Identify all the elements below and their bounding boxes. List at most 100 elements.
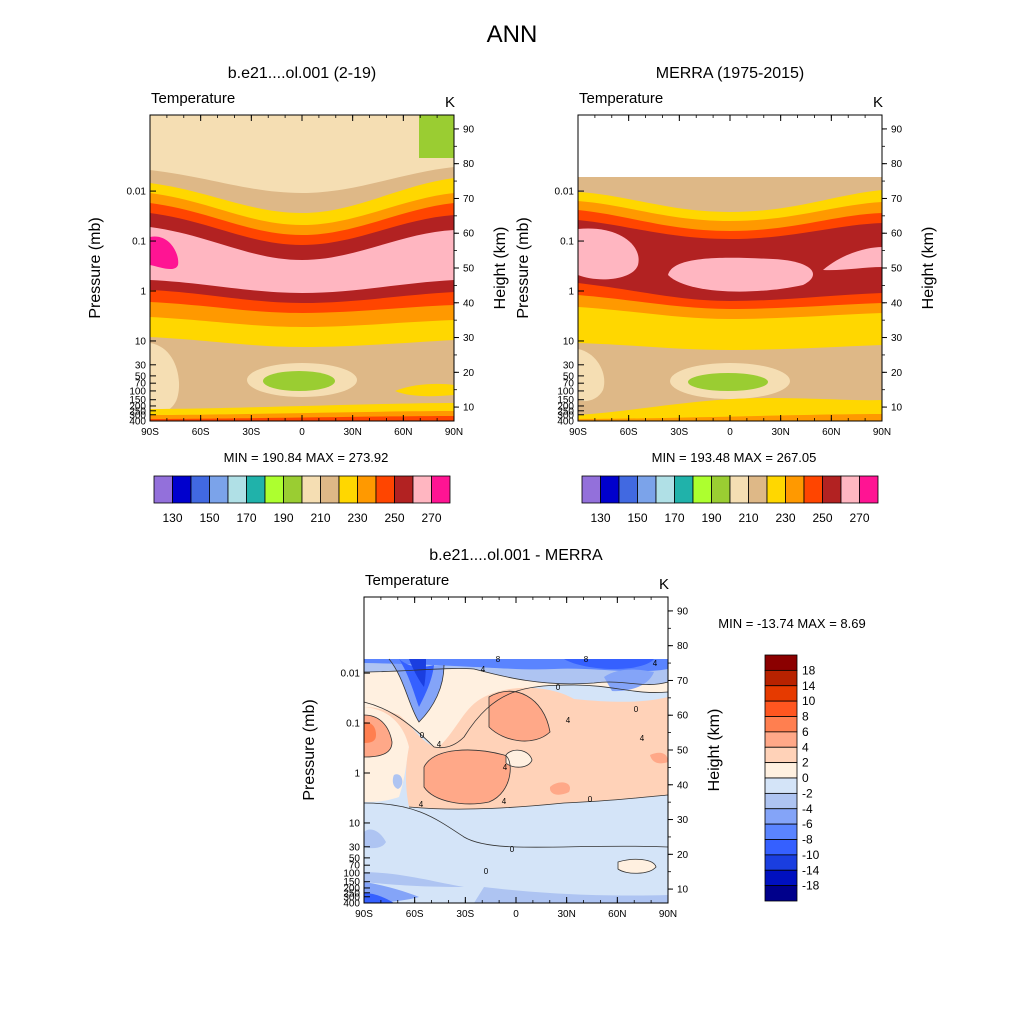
colorbar-swatch bbox=[264, 475, 284, 504]
y-tick-label: 1 bbox=[140, 287, 146, 298]
panel-title: MERRA (1975-2015) bbox=[656, 65, 805, 82]
height-tick-label: 80 bbox=[891, 159, 903, 170]
height-tick-label: 40 bbox=[463, 298, 475, 309]
colorbar-swatch bbox=[618, 475, 638, 504]
y-tick-label: 10 bbox=[135, 336, 147, 347]
colorbar-label: 130 bbox=[162, 511, 182, 525]
y-axis-height: 90 80 70 60 50 40 30 20 10 bbox=[454, 124, 475, 414]
units-label: K bbox=[873, 94, 883, 111]
y-axis-label: Pressure (mb) bbox=[301, 699, 318, 800]
height-tick-label: 20 bbox=[463, 368, 475, 379]
height-tick-label: 40 bbox=[891, 298, 903, 309]
y-tick-label: 30 bbox=[135, 360, 147, 371]
min-max-stats: MIN = 193.48 MAX = 267.05 bbox=[652, 450, 817, 465]
y-tick-label: 150 bbox=[343, 877, 360, 888]
height-tick-label: 20 bbox=[891, 368, 903, 379]
height-tick-label: 20 bbox=[677, 850, 689, 861]
y-tick-label: 0.1 bbox=[132, 237, 146, 248]
x-tick-label: 60S bbox=[406, 909, 424, 920]
height-tick-label: 80 bbox=[677, 641, 689, 652]
panel-diff: b.e21....ol.001 - MERRA Temperature K bbox=[301, 547, 866, 920]
colorbar-swatch bbox=[600, 475, 620, 504]
contour-label: 0 bbox=[588, 795, 593, 804]
y-tick-label: 200 bbox=[129, 401, 146, 412]
colorbar-swatch bbox=[764, 854, 798, 871]
height-tick-label: 70 bbox=[463, 194, 475, 205]
y-tick-label: 100 bbox=[343, 868, 360, 879]
variable-label: Temperature bbox=[365, 572, 449, 589]
y-axis-label: Pressure (mb) bbox=[87, 217, 104, 318]
contour-label: 4 bbox=[419, 800, 424, 809]
x-tick-label: 90N bbox=[659, 909, 677, 920]
colorbar-label: -6 bbox=[802, 817, 813, 831]
y-tick-label: 250 bbox=[557, 406, 574, 417]
colorbar-label: -14 bbox=[802, 863, 820, 877]
height-tick-label: 30 bbox=[463, 333, 475, 344]
colorbar-swatch bbox=[655, 475, 675, 504]
colorbar-label: 0 bbox=[802, 771, 809, 785]
y-tick-label: 250 bbox=[343, 888, 360, 899]
height-tick-label: 90 bbox=[677, 606, 689, 617]
y-axis-height: 90 80 70 60 50 40 30 20 10 bbox=[668, 606, 689, 896]
missing-data-region bbox=[364, 597, 668, 653]
x-tick-label: 60N bbox=[822, 427, 840, 438]
colorbar-swatch bbox=[859, 475, 879, 504]
x-axis: 90S 60S 30S 0 30N 60N 90N bbox=[141, 115, 463, 438]
colorbar-label: 170 bbox=[236, 511, 256, 525]
contour-label: 4 bbox=[566, 716, 571, 725]
colorbar-label: -2 bbox=[802, 786, 813, 800]
colorbar-label: 6 bbox=[802, 725, 809, 739]
colorbar-label: 270 bbox=[849, 511, 869, 525]
y-tick-label: 10 bbox=[349, 818, 361, 829]
y-tick-label: 1 bbox=[568, 287, 574, 298]
y-tick-label: 150 bbox=[557, 395, 574, 406]
colorbar-label: 130 bbox=[590, 511, 610, 525]
height-tick-label: 30 bbox=[677, 815, 689, 826]
x-tick-label: 90N bbox=[445, 427, 463, 438]
colorbar-swatch bbox=[412, 475, 432, 504]
x-tick-label: 0 bbox=[299, 427, 305, 438]
height-tick-label: 10 bbox=[677, 885, 689, 896]
colorbar-swatch bbox=[764, 731, 798, 748]
y-axis-label: Pressure (mb) bbox=[515, 217, 532, 318]
colorbar-swatch bbox=[764, 700, 798, 717]
y-tick-label: 70 bbox=[135, 379, 147, 390]
main-title: ANN bbox=[487, 21, 538, 48]
colorbar-swatch bbox=[764, 716, 798, 733]
x-tick-label: 90S bbox=[355, 909, 373, 920]
y-tick-label: 150 bbox=[129, 395, 146, 406]
y-tick-label: 0.1 bbox=[346, 719, 360, 730]
height-tick-label: 50 bbox=[891, 264, 903, 275]
contour-label: 4 bbox=[653, 659, 658, 668]
colorbar-swatch bbox=[764, 839, 798, 856]
contour-labels: 8 8 4 4 0 0 4 0 4 4 4 4 4 0 0 0 bbox=[419, 655, 658, 876]
colorbar-swatch bbox=[764, 669, 798, 687]
height-tick-label: 40 bbox=[677, 780, 689, 791]
heatmap-field bbox=[150, 115, 454, 421]
colorbar-swatch bbox=[766, 475, 786, 504]
colorbar-label: -4 bbox=[802, 802, 813, 816]
height-tick-label: 70 bbox=[677, 676, 689, 687]
y-axis-right-label: Height (km) bbox=[920, 227, 937, 310]
y-axis-height: 90 80 70 60 50 40 30 20 10 bbox=[882, 124, 903, 414]
y-tick-label: 30 bbox=[349, 842, 361, 853]
colorbar: 130 150 170 190 210 230 250 270 bbox=[581, 475, 879, 525]
x-tick-label: 0 bbox=[513, 909, 519, 920]
x-tick-label: 30S bbox=[242, 427, 260, 438]
colorbar-swatch bbox=[764, 746, 798, 764]
colorbar-swatch bbox=[785, 475, 805, 504]
contour-label: 4 bbox=[640, 734, 645, 743]
x-tick-label: 60N bbox=[394, 427, 412, 438]
contour-label: 4 bbox=[437, 740, 442, 749]
panel-model: b.e21....ol.001 (2-19) Temperature K bbox=[87, 65, 509, 525]
x-tick-label: 60N bbox=[608, 909, 626, 920]
x-axis: 90S 60S 30S 0 30N 60N 90N bbox=[569, 115, 891, 438]
x-tick-label: 90S bbox=[141, 427, 159, 438]
y-tick-label: 70 bbox=[563, 379, 575, 390]
colorbar: 130 150 170 190 210 230 250 270 bbox=[153, 475, 451, 525]
colorbar-swatch bbox=[190, 475, 210, 504]
y-tick-label: 100 bbox=[557, 386, 574, 397]
